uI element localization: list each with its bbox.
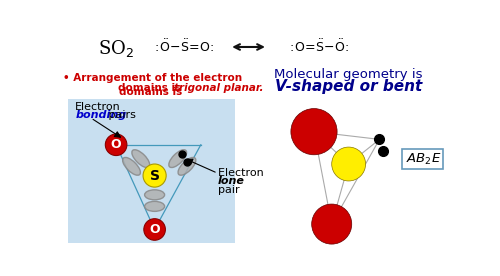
Circle shape: [291, 108, 337, 155]
Ellipse shape: [122, 157, 140, 175]
Ellipse shape: [169, 150, 186, 168]
Circle shape: [332, 147, 366, 181]
Text: $:\!\ddot{\rm O}\!-\!\ddot{\rm S}\!=\!\rm O\!:$: $:\!\ddot{\rm O}\!-\!\ddot{\rm S}\!=\!\r…: [152, 39, 214, 55]
Text: bonding: bonding: [76, 110, 126, 120]
Text: $AB_2E$: $AB_2E$: [406, 152, 441, 167]
Text: V-shaped or bent: V-shaped or bent: [275, 79, 422, 94]
Text: Molecular geometry is: Molecular geometry is: [274, 68, 423, 81]
Text: lone: lone: [218, 176, 244, 186]
FancyBboxPatch shape: [68, 99, 235, 243]
FancyBboxPatch shape: [402, 149, 444, 169]
Ellipse shape: [132, 150, 150, 168]
Circle shape: [143, 164, 166, 187]
Text: • Arrangement of the electron
domains is: • Arrangement of the electron domains is: [62, 73, 242, 97]
Text: S: S: [150, 169, 160, 182]
Circle shape: [144, 219, 166, 240]
Text: O: O: [111, 138, 122, 151]
Text: SO$_2$: SO$_2$: [98, 38, 134, 59]
Text: Electron: Electron: [218, 168, 267, 178]
Ellipse shape: [144, 190, 165, 200]
Text: $:\!\rm O\!=\!\ddot{\rm S}\!-\!\ddot{\rm O}\!:$: $:\!\rm O\!=\!\ddot{\rm S}\!-\!\ddot{\rm…: [286, 39, 349, 55]
Ellipse shape: [144, 201, 165, 211]
Text: pair: pair: [218, 185, 240, 195]
Text: O: O: [150, 223, 160, 236]
Ellipse shape: [178, 157, 196, 175]
Text: domains is: domains is: [118, 83, 187, 93]
Text: pairs: pairs: [104, 110, 136, 120]
Text: Electron: Electron: [76, 102, 121, 112]
Circle shape: [312, 204, 352, 244]
Text: trigonal planar.: trigonal planar.: [174, 83, 264, 93]
Circle shape: [106, 134, 127, 156]
